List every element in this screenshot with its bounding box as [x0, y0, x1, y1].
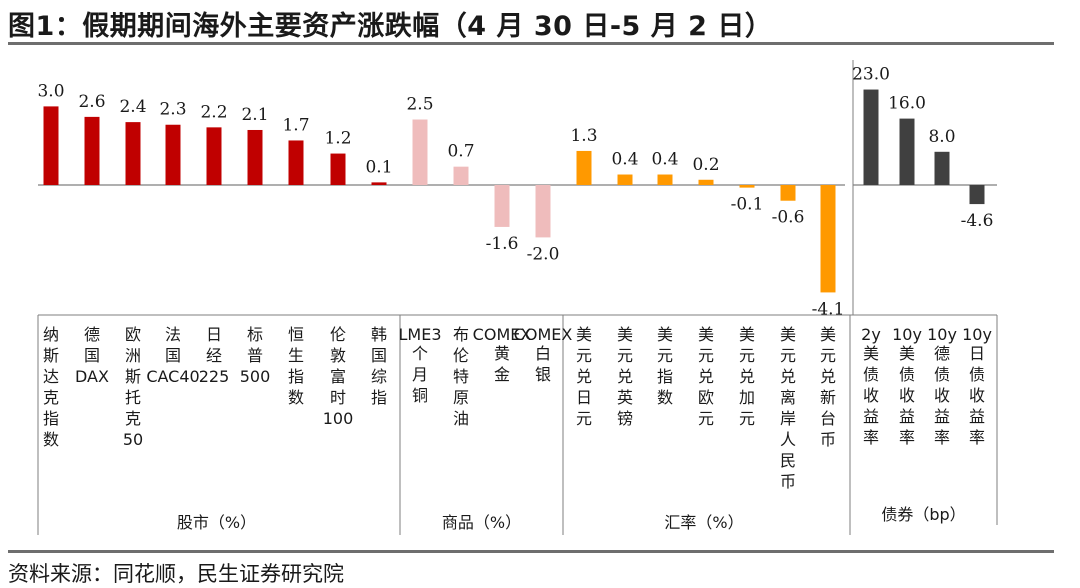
source-note: 资料来源：同花顺，民生证券研究院 [8, 562, 344, 586]
bar [453, 166, 469, 185]
bar [535, 185, 551, 238]
category-label: 德国 DAX [75, 325, 109, 386]
bar [371, 182, 387, 185]
data-label: 0.4 [651, 150, 678, 170]
data-label: -0.1 [731, 195, 764, 215]
category-label: 美元兑欧元 [698, 325, 714, 428]
category-label: 10y 日债收益率 [962, 325, 992, 447]
bar [494, 185, 510, 227]
group-label: 商品（%） [442, 513, 521, 532]
data-label: 1.3 [570, 126, 597, 146]
category-label: 标普 500 [240, 325, 271, 386]
data-label: -0.6 [772, 208, 805, 228]
category-label: 美元兑加元 [739, 325, 755, 428]
data-label: 2.6 [78, 92, 105, 112]
group-label: 汇率（%） [664, 513, 743, 532]
bar [576, 150, 592, 185]
data-label: 2.3 [159, 100, 186, 120]
data-label: 0.2 [692, 155, 719, 175]
category-label: 恒生指数 [288, 325, 304, 407]
bar [125, 122, 141, 185]
data-label: 0.7 [447, 142, 474, 162]
bar [820, 185, 836, 293]
bar [969, 185, 985, 205]
category-label: 美元兑新台币 [820, 325, 836, 449]
data-label: 2.4 [119, 97, 146, 117]
data-label: 1.7 [282, 115, 309, 135]
category-label: COMEX 黄金 [473, 325, 532, 384]
category-label: 10y 德债收益率 [927, 325, 957, 447]
bar [698, 179, 714, 185]
category-label: 伦敦富时 100 [323, 325, 354, 428]
category-label: 美元指数 [657, 325, 673, 407]
bar [330, 153, 346, 185]
bar [84, 116, 100, 185]
category-label: LME3 个月铜 [398, 325, 441, 405]
bar [780, 185, 796, 201]
data-label: 0.4 [611, 150, 638, 170]
category-label: 日经 225 [199, 325, 230, 386]
chart-title: 图1：假期期间海外主要资产涨跌幅（4 月 30 日-5 月 2 日） [8, 11, 773, 42]
category-label: 欧洲斯托克 50 [123, 325, 143, 449]
title-divider [8, 42, 1054, 45]
data-label: 2.5 [406, 95, 433, 115]
bar [206, 127, 222, 185]
bar [247, 129, 263, 185]
data-label: 8.0 [928, 127, 955, 147]
group-label: 债券（bp） [881, 505, 965, 524]
data-label: 23.0 [852, 65, 890, 85]
bar [899, 118, 915, 185]
bar [412, 119, 428, 185]
bar [288, 140, 304, 185]
data-label: 2.1 [241, 105, 268, 125]
data-label: 2.2 [200, 102, 227, 122]
data-label: 1.2 [324, 129, 351, 149]
bar [617, 174, 633, 185]
data-label: -2.0 [527, 244, 560, 264]
category-label: 纳斯达克指数 [43, 325, 59, 449]
category-label: 布伦特原油 [453, 325, 469, 428]
group-label: 股市（%） [177, 513, 256, 532]
category-label: 韩国综指 [371, 325, 387, 407]
data-label: 3.0 [37, 81, 64, 101]
bar [863, 89, 879, 185]
bar [739, 185, 755, 188]
category-label: 10y 美债收益率 [892, 325, 922, 447]
data-label: -1.6 [486, 234, 519, 254]
data-label: -4.6 [961, 211, 994, 231]
category-label: 2y 美债收益率 [861, 325, 881, 447]
bar [657, 174, 673, 185]
data-label: 0.1 [365, 157, 392, 177]
category-label: COMEX 白银 [514, 325, 573, 384]
source-divider [8, 550, 1054, 553]
category-label: 法国 CAC40 [146, 325, 199, 386]
category-label: 美元兑英镑 [617, 325, 633, 428]
bar [165, 124, 181, 185]
category-label: 美元兑离岸人民币 [780, 325, 796, 491]
data-label: 16.0 [888, 94, 926, 114]
bar [43, 106, 59, 185]
bar [934, 151, 950, 185]
data-label: -4.1 [812, 299, 845, 319]
category-label: 美元兑日元 [576, 325, 592, 428]
